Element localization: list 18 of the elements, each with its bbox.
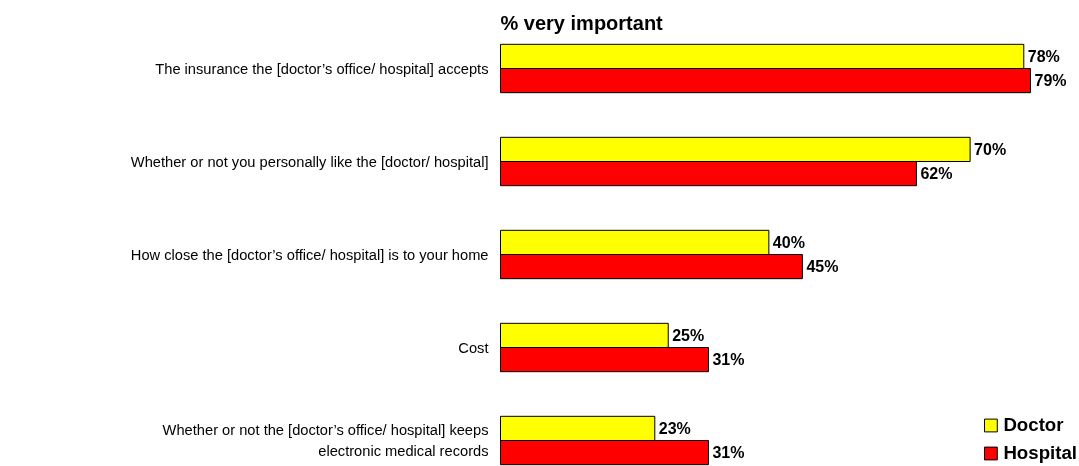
data-label: 40% [772, 233, 805, 251]
data-label: 31% [712, 351, 745, 369]
legend-label: Hospital [1003, 442, 1077, 464]
y-tick-label: Cost [458, 339, 489, 356]
y-tick-label: The insurance the [doctor’s office/ hospital] accepts [155, 60, 489, 77]
data-label: 23% [658, 419, 691, 437]
data-label: 70% [974, 140, 1007, 158]
data-label: 78% [1027, 47, 1060, 65]
data-label: 45% [806, 258, 839, 276]
data-label: 31% [712, 444, 745, 462]
data-label: 25% [672, 326, 705, 344]
y-tick-label: How close the [doctor’s office/ hospital] is to your home [130, 246, 489, 263]
legend-label: Doctor [1003, 414, 1064, 436]
chart-title: % very important [500, 11, 664, 34]
data-label: 62% [920, 165, 953, 183]
y-tick-label: Whether or not the [doctor’s office/ hospital] keeps electronic medical records [162, 422, 489, 459]
data-label: 79% [1034, 72, 1067, 90]
y-tick-label: Whether or not you personally like the [doctor/ hospital] [130, 153, 489, 170]
